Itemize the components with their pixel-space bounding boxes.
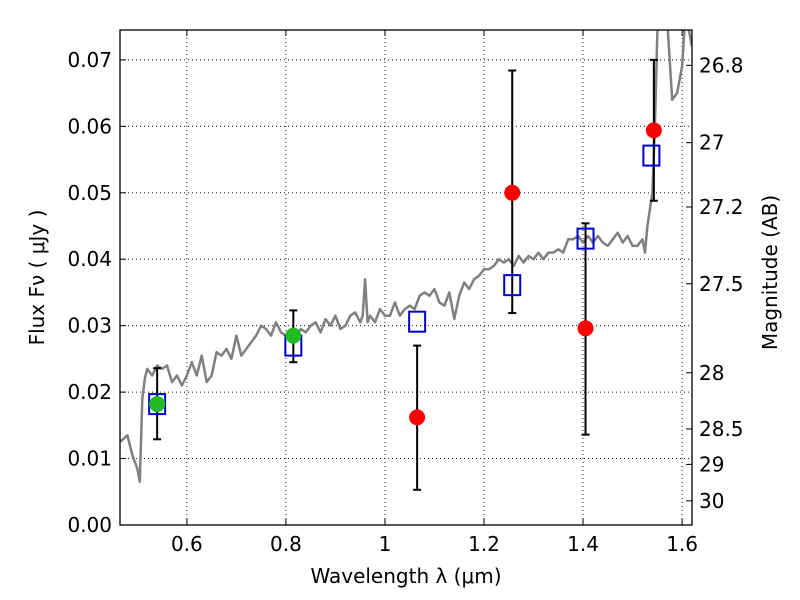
ticks-layer: 0.6 0.8 1 1.2 1.4 1.6 0.00 0.01 0.02 0.03 0.04 0.05… (67, 30, 744, 556)
x-axis-label: Wavelength λ (μm) (310, 564, 501, 588)
observed-point-green (285, 327, 302, 344)
y-tick-label: 0.06 (67, 114, 112, 138)
y-tick-label: 0.01 (67, 447, 112, 471)
observed-point-green (149, 396, 166, 413)
observed-point-red (504, 184, 521, 201)
observed-point-red (645, 122, 662, 139)
mag-tick-label: 28 (699, 361, 724, 385)
model-photometry-square (408, 310, 427, 333)
y-tick-label: 0.05 (67, 181, 112, 205)
x-tick-label: 1 (379, 532, 392, 556)
x-tick-label: 0.8 (270, 532, 302, 556)
mag-tick-label: 28.5 (699, 417, 744, 441)
y-tick-label: 0.04 (67, 247, 112, 271)
model-spectrum-line (120, 30, 692, 484)
x-tick-label: 1.2 (468, 532, 500, 556)
mag-tick-label: 27.2 (699, 195, 744, 219)
model-layer (120, 30, 692, 484)
x-tick-label: 1.6 (666, 532, 698, 556)
errorbar-layer (153, 58, 658, 491)
mag-tick-label: 27 (699, 131, 724, 155)
mag-tick-label: 29 (699, 452, 724, 476)
x-tick-label: 0.6 (171, 532, 203, 556)
points-layer (148, 122, 662, 426)
mag-tick-label: 30 (699, 489, 724, 513)
y-axis-label: Flux Fν ( μJy ) (25, 210, 49, 346)
model-photometry-square (642, 144, 661, 167)
y-axis-right-label: Magnitude (AB) (758, 195, 782, 350)
observed-point-red (409, 409, 426, 426)
grid-lines (120, 30, 692, 526)
mag-tick-label: 26.8 (699, 53, 744, 77)
model-photometry-square (576, 227, 595, 250)
plot-frame (119, 29, 693, 526)
model-photometry-square (503, 274, 522, 297)
mag-tick-label: 27.5 (699, 272, 744, 296)
y-tick-label: 0.00 (67, 513, 112, 537)
y-tick-label: 0.02 (67, 380, 112, 404)
observed-point-red (577, 320, 594, 337)
x-tick-label: 1.4 (567, 532, 599, 556)
y-tick-label: 0.03 (67, 314, 112, 338)
y-tick-label: 0.07 (67, 48, 112, 72)
